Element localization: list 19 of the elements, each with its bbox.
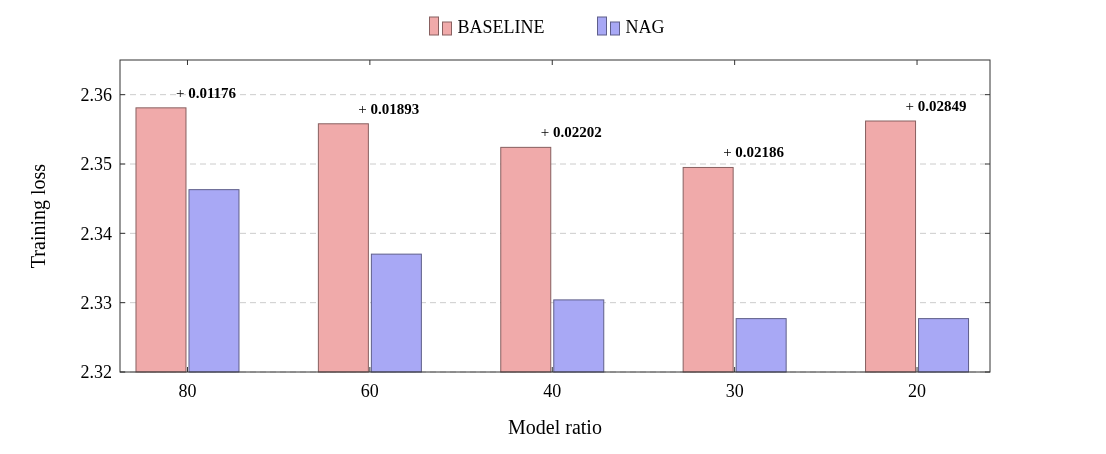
y-tick-label: 2.32 xyxy=(80,362,112,383)
x-tick-label: 20 xyxy=(908,381,927,401)
y-tick-label: 2.33 xyxy=(80,292,112,313)
annotation: + 0.02202 xyxy=(540,124,602,141)
x-tick-label: 30 xyxy=(725,381,744,401)
y-tick-label: 2.36 xyxy=(80,84,112,105)
legend-label: NAG xyxy=(625,17,665,37)
x-tick-label: 60 xyxy=(360,381,379,401)
x-tick-label: 40 xyxy=(543,381,562,401)
y-axis-title: Training loss xyxy=(27,163,50,269)
annotation: + 0.02849 xyxy=(905,98,967,115)
annotation: + 0.01176 xyxy=(175,84,237,101)
annotation: + 0.02186 xyxy=(723,144,785,161)
annotation: + 0.01893 xyxy=(358,100,420,117)
x-tick-label: 80 xyxy=(178,381,197,401)
x-axis-title: Model ratio xyxy=(508,416,602,438)
y-tick-label: 2.35 xyxy=(80,154,112,175)
y-tick-label: 2.34 xyxy=(80,223,112,244)
legend-label: BASELINE xyxy=(457,17,545,37)
